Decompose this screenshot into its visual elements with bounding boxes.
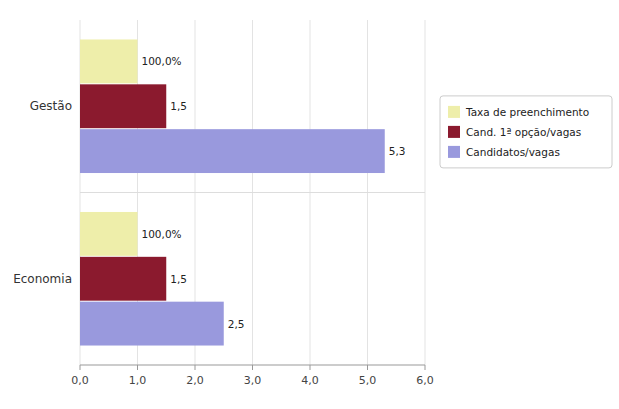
legend-swatch: [448, 126, 460, 138]
x-axis-line: [80, 365, 425, 366]
tick-mark: [195, 365, 196, 370]
tick-mark: [425, 365, 426, 370]
tick-mark: [310, 365, 311, 370]
data-label: 1,5: [170, 100, 187, 112]
data-label: 2,5: [228, 318, 245, 330]
bar: [80, 302, 224, 346]
tick-label: 2,0: [186, 374, 204, 387]
tick-label: 5,0: [359, 374, 377, 387]
tick-mark: [137, 365, 138, 370]
legend-box: [440, 96, 612, 168]
bars: [80, 39, 385, 345]
category-label: Gestão: [30, 99, 72, 113]
tick-label: 3,0: [244, 374, 262, 387]
data-labels: 100,0% 100,0% 1,5 1,5 5,3 2,5: [142, 55, 406, 329]
bar: [80, 129, 385, 173]
tick-mark: [80, 365, 81, 370]
category-label: Economia: [13, 272, 72, 286]
legend-label: Taxa de preenchimento: [465, 106, 589, 118]
bar: [80, 84, 166, 128]
bar: [80, 257, 166, 301]
data-label: 1,5: [170, 273, 187, 285]
legend-swatch: [448, 146, 460, 158]
tick-label: 6,0: [416, 374, 434, 387]
legend-label: Cand. 1ª opção/vagas: [466, 126, 581, 138]
tick-label: 1,0: [129, 374, 147, 387]
bar: [80, 39, 138, 83]
tick-mark: [367, 365, 368, 370]
grid: [80, 20, 425, 365]
tick-label: 4,0: [301, 374, 319, 387]
data-label: 100,0%: [142, 55, 182, 67]
data-label: 5,3: [389, 145, 406, 157]
legend-swatch: [448, 106, 460, 118]
bar: [80, 212, 138, 256]
chart: 0,0 1,0 2,0 3,0 4,0 5,0 6,0 100,0% 100,0% 1,5 1,5 5…: [0, 0, 619, 409]
data-label: 100,0%: [142, 228, 182, 240]
group-divider: [80, 192, 425, 193]
tick-mark: [252, 365, 253, 370]
legend: Taxa de preenchimento Cand. 1ª opção/vaga…: [440, 96, 612, 168]
tick-label: 0,0: [71, 374, 89, 387]
legend-label: Candidatos/vagas: [466, 146, 560, 158]
